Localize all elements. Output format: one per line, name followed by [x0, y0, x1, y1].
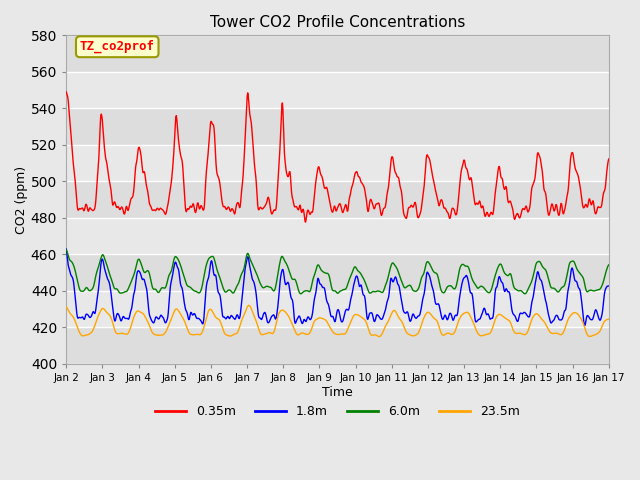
0.35m — [62, 89, 70, 95]
23.5m — [605, 316, 612, 322]
1.8m — [342, 307, 350, 312]
23.5m — [375, 334, 383, 339]
6.0m — [570, 259, 578, 264]
1.8m — [206, 265, 214, 271]
0.35m — [133, 156, 141, 162]
Bar — [66, 36, 609, 72]
23.5m — [456, 316, 463, 322]
Line: 23.5m: 23.5m — [66, 305, 609, 336]
0.35m — [343, 205, 351, 211]
Bar — [66, 254, 609, 291]
1.8m — [133, 270, 141, 276]
Bar — [66, 327, 609, 364]
0.35m — [264, 195, 271, 201]
23.5m — [62, 304, 70, 310]
Bar — [66, 108, 609, 145]
0.35m — [605, 156, 612, 162]
23.5m — [245, 302, 253, 308]
Line: 0.35m: 0.35m — [66, 92, 609, 222]
6.0m — [62, 247, 70, 253]
6.0m — [264, 284, 271, 289]
6.0m — [454, 272, 462, 278]
1.8m — [62, 246, 70, 252]
6.0m — [133, 259, 141, 265]
6.0m — [206, 254, 214, 260]
Title: Tower CO2 Profile Concentrations: Tower CO2 Profile Concentrations — [210, 15, 465, 30]
Y-axis label: CO2 (ppm): CO2 (ppm) — [15, 166, 28, 234]
6.0m — [605, 262, 612, 268]
Bar — [66, 181, 609, 218]
Line: 1.8m: 1.8m — [66, 249, 609, 325]
X-axis label: Time: Time — [322, 385, 353, 398]
23.5m — [133, 308, 141, 314]
Line: 6.0m: 6.0m — [66, 250, 609, 294]
Legend: 0.35m, 1.8m, 6.0m, 23.5m: 0.35m, 1.8m, 6.0m, 23.5m — [150, 400, 525, 423]
0.35m — [301, 219, 309, 225]
Text: TZ_co2prof: TZ_co2prof — [80, 40, 155, 53]
1.8m — [264, 320, 271, 325]
23.5m — [343, 328, 351, 334]
23.5m — [206, 306, 214, 312]
6.0m — [521, 291, 529, 297]
0.35m — [570, 159, 578, 165]
0.35m — [455, 191, 463, 197]
6.0m — [342, 285, 350, 291]
1.8m — [580, 323, 588, 328]
23.5m — [264, 330, 272, 336]
1.8m — [570, 271, 577, 277]
1.8m — [454, 304, 462, 310]
0.35m — [206, 125, 214, 131]
1.8m — [605, 283, 612, 289]
23.5m — [571, 310, 579, 315]
